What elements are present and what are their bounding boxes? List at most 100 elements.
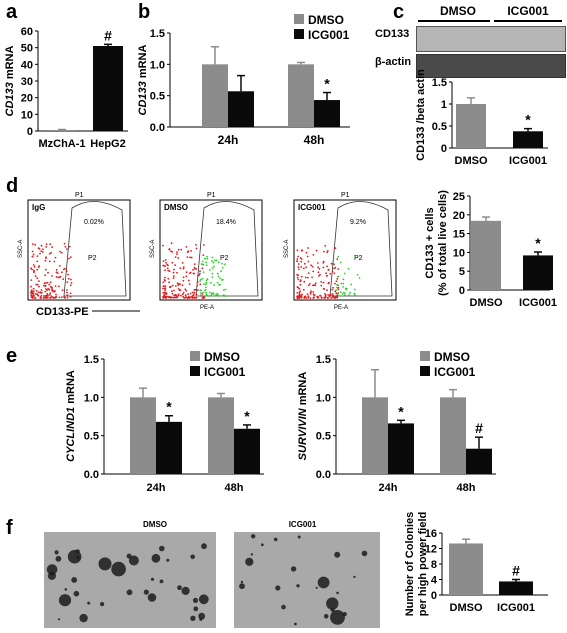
- flow-dot-red: [324, 295, 327, 298]
- flow-dot-green: [349, 291, 351, 294]
- flow-dot-red: [61, 289, 64, 292]
- flow-dot-red: [296, 292, 299, 294]
- blot-row-cd133: CD133: [375, 28, 410, 40]
- flow-dot-red: [56, 272, 59, 274]
- flow-dot-red: [326, 250, 329, 252]
- legend-swatch-b-1: [294, 29, 304, 39]
- flow-dot-red: [58, 276, 61, 279]
- flow-dot-red: [306, 255, 309, 258]
- flow-dot-green: [206, 255, 209, 258]
- flow-dot-green: [217, 261, 220, 264]
- significance-f-1: #: [512, 563, 520, 579]
- flow-dot-red: [310, 290, 312, 292]
- flow-dot-red: [312, 270, 315, 273]
- flow-dot-red: [164, 265, 167, 268]
- flow-dot-red: [50, 252, 53, 254]
- flow-dot-red: [45, 268, 47, 271]
- bar-e2-dmso-1: [440, 397, 466, 474]
- bar-e1-dmso-0: [130, 397, 156, 474]
- flow-dot-red: [36, 277, 39, 280]
- flow-dot-red: [191, 295, 194, 298]
- flow-dot-red: [51, 246, 53, 249]
- flow-dot-green: [353, 292, 356, 295]
- flow-dot-red: [316, 296, 319, 299]
- flow-dot-red: [36, 283, 39, 286]
- flow-dot-red: [195, 247, 198, 250]
- flow-dot-red: [164, 285, 166, 288]
- flow-dot-red: [59, 250, 61, 253]
- flow-dot-red: [334, 266, 337, 269]
- flow-dot-green: [221, 262, 224, 265]
- flow-y-axis-2: SSC-A: [284, 240, 290, 258]
- flow-dot-red: [37, 294, 39, 297]
- flow-dot-red: [323, 250, 325, 253]
- flow-dot-red: [46, 293, 49, 295]
- flow-dot-red: [320, 296, 323, 299]
- significance-b-1: *: [324, 76, 330, 92]
- colony-spot: [46, 564, 58, 575]
- flow-dot-green: [205, 281, 208, 284]
- y-tick-label-f: 4: [431, 575, 438, 587]
- flow-dot-red: [305, 266, 307, 269]
- colony-spot: [76, 555, 80, 560]
- flow-dot-red: [172, 271, 175, 274]
- significance-e2-0: *: [398, 403, 404, 419]
- flow-dot-green: [199, 289, 202, 292]
- flow-dot-red: [45, 288, 47, 290]
- flow-dot-red: [298, 288, 301, 290]
- flow-dot-red: [302, 289, 305, 291]
- flow-dot-green: [205, 264, 208, 267]
- flow-dot-red: [189, 271, 192, 274]
- colony-spot: [143, 589, 149, 595]
- flow-dot-red: [34, 243, 37, 246]
- flow-dot-red: [55, 269, 58, 271]
- flow-dot-red: [296, 276, 299, 279]
- flow-dot-red: [32, 292, 35, 295]
- flow-dot-red: [48, 293, 51, 296]
- colony-spot: [54, 550, 59, 555]
- colony-spot: [251, 534, 256, 539]
- colony-images: [44, 532, 380, 628]
- x-tick-label-c: ICG001: [509, 155, 547, 167]
- flow-subgate-label-2: P2: [354, 255, 363, 262]
- flow-dot-red: [180, 294, 182, 297]
- flow-dot-red: [47, 287, 50, 290]
- y-tick-label-c: 0: [441, 143, 447, 155]
- flow-dot-red: [320, 281, 323, 283]
- flow-dot-red: [300, 266, 303, 268]
- y-axis-label-f: Number of Colonies: [404, 512, 416, 617]
- flow-dot-green: [221, 266, 224, 269]
- flow-dot-red: [164, 289, 167, 292]
- flow-dot-red: [199, 270, 201, 273]
- flow-dot-green: [201, 260, 204, 263]
- bar-b-dmso-0: [202, 64, 228, 127]
- y-tick-label-a: 50: [21, 43, 33, 55]
- flow-dot-red: [173, 289, 175, 292]
- flow-dot-green: [344, 294, 346, 296]
- flow-dot-red: [49, 243, 51, 246]
- flow-dot-green: [222, 289, 225, 291]
- flow-dot-red: [322, 266, 325, 269]
- blot-row-actin: β-actin: [375, 56, 412, 68]
- x-tick-label-e2: 24h: [379, 482, 398, 494]
- flow-dot-green: [199, 280, 202, 282]
- flow-dot-red: [188, 283, 191, 285]
- y-tick-label-c: 1: [441, 99, 447, 111]
- bar-c-1: [513, 131, 543, 148]
- y-axis-label-e1: CYCLIND1 mRNA: [65, 370, 77, 462]
- flow-dot-red: [182, 295, 185, 298]
- colony-spot: [239, 583, 245, 590]
- flow-dot-red: [38, 285, 40, 288]
- flow-dot-red: [193, 263, 196, 266]
- y-axis-gene-e1: CYCLIND1: [65, 407, 77, 462]
- colony-spot: [73, 590, 80, 597]
- flow-dot-red: [60, 251, 63, 254]
- colony-spot: [245, 557, 254, 566]
- flow-dot-red: [182, 292, 185, 294]
- flow-dot-red: [67, 277, 70, 280]
- flow-dot-red: [299, 279, 302, 282]
- y-tick-label-a: 60: [21, 26, 33, 38]
- colony-spot: [199, 617, 203, 621]
- y-tick-label-f: 12: [425, 544, 437, 556]
- flow-subgate-label-0: P2: [88, 255, 97, 262]
